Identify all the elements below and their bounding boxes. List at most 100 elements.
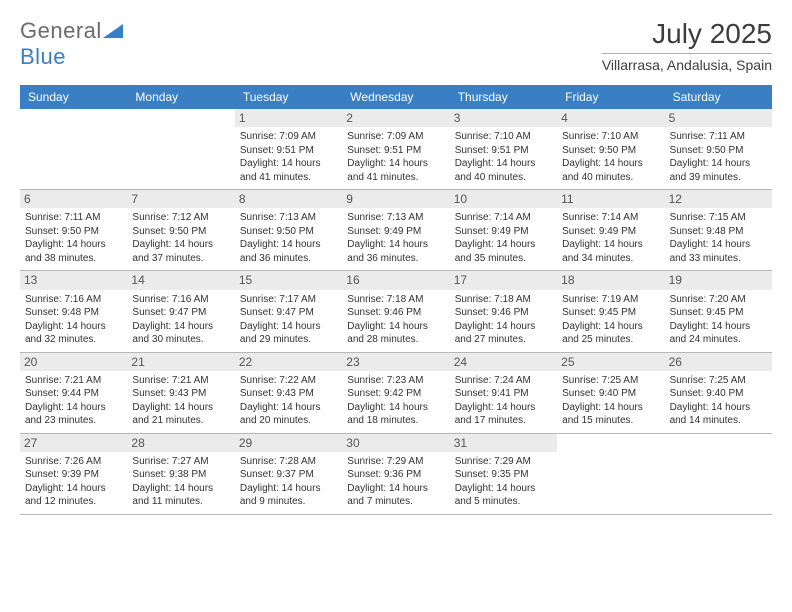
sunrise-line: Sunrise: 7:22 AM	[240, 374, 337, 388]
daylight-line-2: and 23 minutes.	[25, 414, 122, 428]
daylight-line-1: Daylight: 14 hours	[25, 482, 122, 496]
daylight-line-1: Daylight: 14 hours	[132, 320, 229, 334]
day-cell: 9Sunrise: 7:13 AMSunset: 9:49 PMDaylight…	[342, 190, 449, 270]
day-cell: 28Sunrise: 7:27 AMSunset: 9:38 PMDayligh…	[127, 434, 234, 514]
daylight-line-1: Daylight: 14 hours	[562, 401, 659, 415]
sunrise-line: Sunrise: 7:13 AM	[240, 211, 337, 225]
week-row: 27Sunrise: 7:26 AMSunset: 9:39 PMDayligh…	[20, 434, 772, 515]
sunset-line: Sunset: 9:36 PM	[347, 468, 444, 482]
sunset-line: Sunset: 9:51 PM	[347, 144, 444, 158]
daylight-line-1: Daylight: 14 hours	[455, 238, 552, 252]
daylight-line-1: Daylight: 14 hours	[347, 401, 444, 415]
day-cell: 27Sunrise: 7:26 AMSunset: 9:39 PMDayligh…	[20, 434, 127, 514]
sunrise-line: Sunrise: 7:25 AM	[562, 374, 659, 388]
logo-text: GeneralBlue	[20, 18, 123, 70]
daylight-line-2: and 40 minutes.	[455, 171, 552, 185]
daylight-line-1: Daylight: 14 hours	[562, 320, 659, 334]
day-number: 11	[557, 190, 664, 208]
page-header: GeneralBlue July 2025 Villarrasa, Andalu…	[20, 18, 772, 73]
sunrise-line: Sunrise: 7:29 AM	[455, 455, 552, 469]
sunrise-line: Sunrise: 7:18 AM	[347, 293, 444, 307]
sunrise-line: Sunrise: 7:09 AM	[347, 130, 444, 144]
weeks-container: 1Sunrise: 7:09 AMSunset: 9:51 PMDaylight…	[20, 109, 772, 515]
calendar-grid: SundayMondayTuesdayWednesdayThursdayFrid…	[20, 85, 772, 515]
day-number: 29	[235, 434, 342, 452]
sunset-line: Sunset: 9:46 PM	[455, 306, 552, 320]
weekday-header-row: SundayMondayTuesdayWednesdayThursdayFrid…	[20, 85, 772, 109]
day-number: 7	[127, 190, 234, 208]
day-cell: 5Sunrise: 7:11 AMSunset: 9:50 PMDaylight…	[665, 109, 772, 189]
daylight-line-1: Daylight: 14 hours	[240, 157, 337, 171]
week-row: 1Sunrise: 7:09 AMSunset: 9:51 PMDaylight…	[20, 109, 772, 190]
day-cell: 13Sunrise: 7:16 AMSunset: 9:48 PMDayligh…	[20, 271, 127, 351]
daylight-line-1: Daylight: 14 hours	[132, 401, 229, 415]
sunrise-line: Sunrise: 7:19 AM	[562, 293, 659, 307]
day-cell: 6Sunrise: 7:11 AMSunset: 9:50 PMDaylight…	[20, 190, 127, 270]
day-number: 16	[342, 271, 449, 289]
daylight-line-1: Daylight: 14 hours	[132, 238, 229, 252]
sunrise-line: Sunrise: 7:21 AM	[25, 374, 122, 388]
day-number: 17	[450, 271, 557, 289]
daylight-line-1: Daylight: 14 hours	[25, 401, 122, 415]
sunrise-line: Sunrise: 7:21 AM	[132, 374, 229, 388]
month-title: July 2025	[602, 18, 772, 54]
day-number: 22	[235, 353, 342, 371]
weekday-cell: Monday	[127, 85, 234, 109]
logo-triangle-icon	[103, 18, 123, 44]
day-number: 30	[342, 434, 449, 452]
sunset-line: Sunset: 9:43 PM	[240, 387, 337, 401]
day-cell-empty	[20, 109, 127, 189]
sunset-line: Sunset: 9:49 PM	[347, 225, 444, 239]
sunset-line: Sunset: 9:45 PM	[562, 306, 659, 320]
daylight-line-1: Daylight: 14 hours	[455, 320, 552, 334]
day-cell: 11Sunrise: 7:14 AMSunset: 9:49 PMDayligh…	[557, 190, 664, 270]
daylight-line-2: and 7 minutes.	[347, 495, 444, 509]
daylight-line-1: Daylight: 14 hours	[347, 320, 444, 334]
day-cell: 29Sunrise: 7:28 AMSunset: 9:37 PMDayligh…	[235, 434, 342, 514]
weekday-cell: Friday	[557, 85, 664, 109]
day-number: 3	[450, 109, 557, 127]
day-cell: 16 Sunrise: 7:18 AMSunset: 9:46 PMDayligh…	[342, 271, 449, 351]
sunrise-line: Sunrise: 7:14 AM	[455, 211, 552, 225]
daylight-line-1: Daylight: 14 hours	[455, 401, 552, 415]
daylight-line-2: and 18 minutes.	[347, 414, 444, 428]
sunset-line: Sunset: 9:50 PM	[670, 144, 767, 158]
day-cell: 2Sunrise: 7:09 AMSunset: 9:51 PMDaylight…	[342, 109, 449, 189]
sunrise-line: Sunrise: 7:10 AM	[562, 130, 659, 144]
day-number: 19	[665, 271, 772, 289]
sunset-line: Sunset: 9:35 PM	[455, 468, 552, 482]
daylight-line-1: Daylight: 14 hours	[132, 482, 229, 496]
daylight-line-1: Daylight: 14 hours	[240, 238, 337, 252]
day-cell: 26Sunrise: 7:25 AMSunset: 9:40 PMDayligh…	[665, 353, 772, 433]
daylight-line-2: and 41 minutes.	[347, 171, 444, 185]
sunset-line: Sunset: 9:46 PM	[347, 306, 444, 320]
daylight-line-1: Daylight: 14 hours	[347, 238, 444, 252]
daylight-line-1: Daylight: 14 hours	[562, 157, 659, 171]
daylight-line-2: and 36 minutes.	[240, 252, 337, 266]
day-cell: 10Sunrise: 7:14 AMSunset: 9:49 PMDayligh…	[450, 190, 557, 270]
daylight-line-2: and 21 minutes.	[132, 414, 229, 428]
day-cell: 21Sunrise: 7:21 AMSunset: 9:43 PMDayligh…	[127, 353, 234, 433]
sunrise-line: Sunrise: 7:17 AM	[240, 293, 337, 307]
daylight-line-2: and 33 minutes.	[670, 252, 767, 266]
day-number: 5	[665, 109, 772, 127]
sunrise-line: Sunrise: 7:18 AM	[455, 293, 552, 307]
daylight-line-1: Daylight: 14 hours	[25, 238, 122, 252]
sunset-line: Sunset: 9:45 PM	[670, 306, 767, 320]
sunset-line: Sunset: 9:40 PM	[670, 387, 767, 401]
day-cell: 4Sunrise: 7:10 AMSunset: 9:50 PMDaylight…	[557, 109, 664, 189]
sunset-line: Sunset: 9:48 PM	[670, 225, 767, 239]
daylight-line-2: and 27 minutes.	[455, 333, 552, 347]
sunset-line: Sunset: 9:40 PM	[562, 387, 659, 401]
daylight-line-2: and 24 minutes.	[670, 333, 767, 347]
logo-text-blue: Blue	[20, 44, 66, 69]
daylight-line-1: Daylight: 14 hours	[240, 482, 337, 496]
day-number: 31	[450, 434, 557, 452]
day-cell: 8Sunrise: 7:13 AMSunset: 9:50 PMDaylight…	[235, 190, 342, 270]
calendar-page: GeneralBlue July 2025 Villarrasa, Andalu…	[0, 0, 792, 533]
sunset-line: Sunset: 9:50 PM	[562, 144, 659, 158]
day-number: 9	[342, 190, 449, 208]
sunset-line: Sunset: 9:41 PM	[455, 387, 552, 401]
daylight-line-2: and 20 minutes.	[240, 414, 337, 428]
day-cell-empty	[557, 434, 664, 514]
